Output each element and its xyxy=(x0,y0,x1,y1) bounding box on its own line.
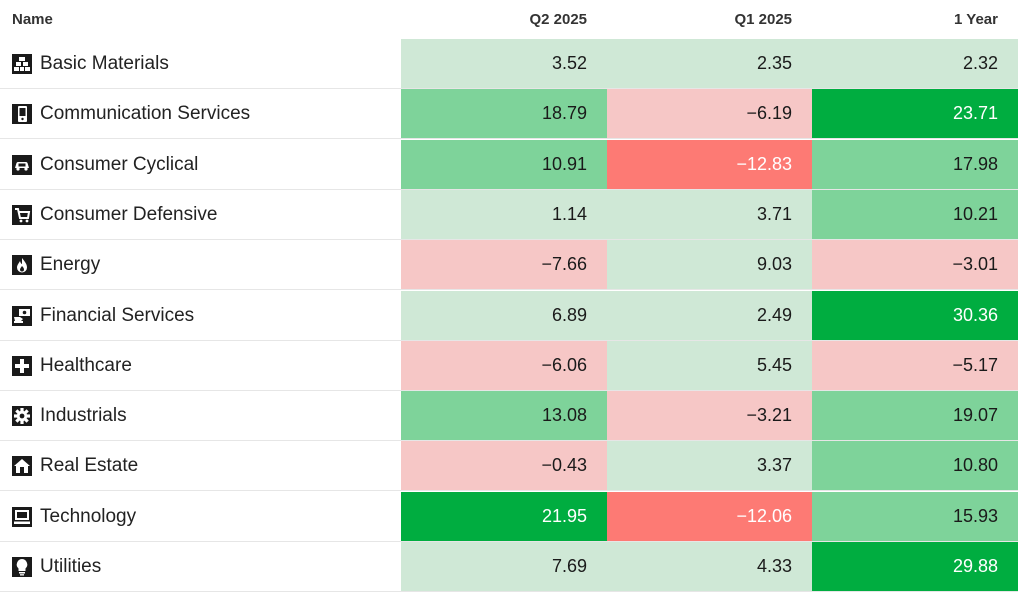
value-cell: 3.52 xyxy=(401,39,607,88)
shopping-cart-icon xyxy=(12,204,32,225)
money-hand-icon xyxy=(12,305,32,326)
row-divider xyxy=(0,389,1018,391)
table-row: Communication Services 18.79 −6.19 23.71 xyxy=(0,89,1018,140)
sector-name: Real Estate xyxy=(40,455,139,477)
sector-name: Basic Materials xyxy=(40,53,169,74)
row-divider xyxy=(0,88,1018,89)
row-divider xyxy=(0,490,1018,492)
table-row: Energy −7.66 9.03 −3.01 xyxy=(0,240,1018,291)
house-icon xyxy=(12,456,32,477)
header-q2-2025: Q2 2025 xyxy=(529,10,587,28)
value-cell: 29.88 xyxy=(812,542,1018,591)
table-row: Basic Materials 3.52 2.35 2.32 xyxy=(0,39,1018,89)
row-divider xyxy=(0,188,1018,190)
value-cell: 5.45 xyxy=(607,340,812,390)
lightbulb-icon xyxy=(12,557,32,577)
value-cell: 1.14 xyxy=(401,189,607,239)
header-name: Name xyxy=(12,10,53,28)
sector-label: Industrials xyxy=(12,391,127,441)
sector-label: Consumer Cyclical xyxy=(12,140,198,190)
sector-name: Technology xyxy=(40,505,137,527)
value-cell: −5.17 xyxy=(812,340,1018,390)
sector-label: Real Estate xyxy=(12,441,138,491)
value-cell: 13.08 xyxy=(401,391,607,441)
table-row: Industrials 13.08 −3.21 19.07 xyxy=(0,391,1018,442)
table-row: Healthcare −6.06 5.45 −5.17 xyxy=(0,340,1018,391)
value-cell: 10.21 xyxy=(812,189,1018,239)
value-cell: 19.07 xyxy=(812,391,1018,441)
sector-name: Consumer Cyclical xyxy=(40,153,199,175)
value-cell: −6.06 xyxy=(401,340,607,390)
row-divider xyxy=(0,289,1018,291)
value-cell: 30.36 xyxy=(812,290,1018,340)
value-cell: 2.49 xyxy=(607,290,812,340)
value-cell: 15.93 xyxy=(812,491,1018,541)
sector-label: Consumer Defensive xyxy=(12,190,217,240)
table-row: Real Estate −0.43 3.37 10.80 xyxy=(0,441,1018,492)
table-row: Financial Services 6.89 2.49 30.36 xyxy=(0,290,1018,341)
value-cell: 3.71 xyxy=(607,189,812,239)
car-icon xyxy=(12,154,32,175)
value-cell: −12.06 xyxy=(607,491,812,541)
row-divider xyxy=(0,339,1018,341)
value-cell: 3.37 xyxy=(607,441,812,491)
sector-label: Financial Services xyxy=(12,291,194,341)
row-divider xyxy=(0,591,1018,592)
sector-label: Healthcare xyxy=(12,341,132,391)
computer-icon xyxy=(12,506,32,527)
header-q1-2025: Q1 2025 xyxy=(734,10,792,28)
header-1-year: 1 Year xyxy=(954,10,998,28)
table-row: Consumer Cyclical 10.91 −12.83 17.98 xyxy=(0,139,1018,190)
sector-name: Communication Services xyxy=(40,103,251,125)
sector-name: Consumer Defensive xyxy=(40,203,218,225)
sector-name: Industrials xyxy=(40,405,127,427)
gear-icon xyxy=(12,406,32,427)
value-cell: 2.32 xyxy=(812,39,1018,88)
sector-label: Basic Materials xyxy=(12,39,169,89)
flame-icon xyxy=(12,255,32,276)
value-cell: 4.33 xyxy=(607,542,812,591)
row-divider xyxy=(0,238,1018,240)
table-row: Utilities 7.69 4.33 29.88 xyxy=(0,542,1018,592)
row-divider xyxy=(0,138,1018,140)
value-cell: −0.43 xyxy=(401,441,607,491)
value-cell: 9.03 xyxy=(607,240,812,290)
value-cell: −12.83 xyxy=(607,139,812,189)
value-cell: 21.95 xyxy=(401,491,607,541)
table-row: Consumer Defensive 1.14 3.71 10.21 xyxy=(0,189,1018,240)
value-cell: 18.79 xyxy=(401,89,607,139)
sector-label: Energy xyxy=(12,240,100,290)
sector-label: Utilities xyxy=(12,542,101,592)
value-cell: 23.71 xyxy=(812,89,1018,139)
sector-name: Utilities xyxy=(40,556,102,577)
sector-name: Financial Services xyxy=(40,304,195,326)
value-cell: −7.66 xyxy=(401,240,607,290)
building-blocks-icon xyxy=(12,54,32,74)
row-divider xyxy=(0,440,1018,442)
value-cell: 6.89 xyxy=(401,290,607,340)
table-row: Technology 21.95 −12.06 15.93 xyxy=(0,491,1018,542)
value-cell: 7.69 xyxy=(401,542,607,591)
value-cell: 10.80 xyxy=(812,441,1018,491)
value-cell: 17.98 xyxy=(812,139,1018,189)
sector-label: Technology xyxy=(12,492,136,542)
value-cell: −3.21 xyxy=(607,391,812,441)
sector-name: Healthcare xyxy=(40,354,132,376)
value-cell: −6.19 xyxy=(607,89,812,139)
value-cell: 10.91 xyxy=(401,139,607,189)
sector-name: Energy xyxy=(40,254,101,276)
sector-label: Communication Services xyxy=(12,89,250,139)
phone-icon xyxy=(12,104,32,125)
medical-cross-icon xyxy=(12,355,32,376)
value-cell: 2.35 xyxy=(607,39,812,88)
row-divider xyxy=(0,540,1018,542)
value-cell: −3.01 xyxy=(812,240,1018,290)
